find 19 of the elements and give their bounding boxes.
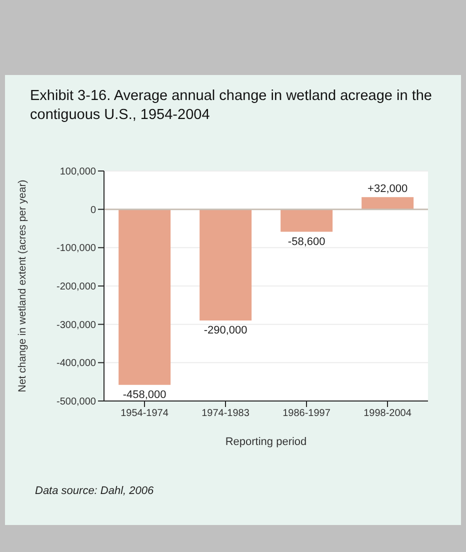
x-tick-label: 1954-1974 xyxy=(120,408,169,420)
y-tick-label: -200,000 xyxy=(56,282,96,293)
y-tick-label: 100,000 xyxy=(60,166,96,178)
x-axis-title: Reporting period xyxy=(225,436,307,448)
data-label: -58,600 xyxy=(288,236,326,248)
data-label: +32,000 xyxy=(368,183,408,196)
y-tick-label: -400,000 xyxy=(56,358,96,370)
x-tick-label: 1986-1997 xyxy=(282,408,331,420)
y-axis-title: Net change in wetland extent (acres per year) xyxy=(16,180,29,392)
chart-title: Exhibit 3-16. Average annual change in wetland acreage in the contiguous U.S., 1954-2004 xyxy=(30,87,433,125)
source-note: Data source: Dahl, 2006 xyxy=(35,485,154,497)
y-tick-label: -500,000 xyxy=(56,396,96,408)
data-label: -458,000 xyxy=(122,388,166,401)
y-tick-label: 0 xyxy=(90,204,96,216)
y-tick-label: -100,000 xyxy=(56,243,96,254)
data-label: -290,000 xyxy=(204,324,248,336)
y-tick-label: -300,000 xyxy=(56,320,96,331)
x-tick-label: 1974-1983 xyxy=(202,408,250,420)
x-tick-label: 1998-2004 xyxy=(364,408,412,420)
